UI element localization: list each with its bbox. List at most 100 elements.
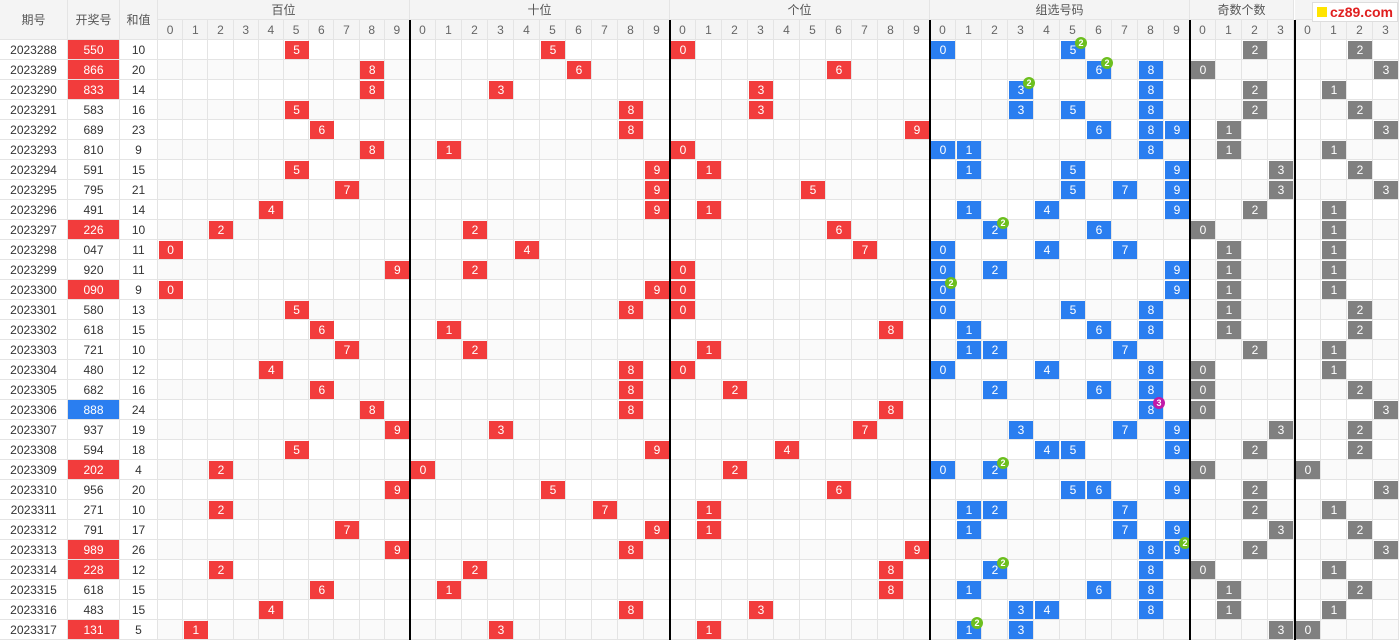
sum-cell: 15 — [120, 580, 158, 600]
grid-cell — [488, 340, 514, 360]
grid-cell — [1295, 240, 1321, 260]
grid-cell — [722, 160, 748, 180]
grid-cell — [1242, 520, 1268, 540]
grid-cell — [384, 280, 410, 300]
grid-cell — [540, 560, 566, 580]
group-mark: 2 — [983, 381, 1007, 399]
grid-cell — [566, 120, 592, 140]
grid-cell — [514, 320, 540, 340]
grid-cell — [540, 240, 566, 260]
grid-cell — [696, 180, 722, 200]
grid-cell — [774, 580, 800, 600]
grid-cell — [309, 200, 335, 220]
grid-cell — [1295, 360, 1321, 380]
grid-cell — [982, 480, 1008, 500]
grid-cell — [158, 620, 184, 640]
position-mark: 8 — [619, 601, 643, 619]
group-mark: 9 — [1165, 281, 1189, 299]
grid-cell — [1034, 580, 1060, 600]
grid-cell — [284, 280, 310, 300]
grid-cell — [1242, 140, 1268, 160]
grid-cell — [1216, 440, 1242, 460]
grid-cell — [644, 620, 670, 640]
grid-cell — [1373, 600, 1399, 620]
grid-cell — [1216, 100, 1242, 120]
grid-cell — [334, 420, 360, 440]
grid-cell — [410, 200, 436, 220]
grid-cell — [982, 40, 1008, 60]
grid-cell — [488, 440, 514, 460]
grid-cell — [1190, 120, 1216, 140]
grid-cell — [258, 300, 284, 320]
site-logo[interactable]: cz89.com — [1311, 2, 1398, 22]
grid-cell — [592, 520, 618, 540]
position-mark: 8 — [879, 401, 903, 419]
grid-cell — [410, 260, 436, 280]
grid-cell — [208, 340, 234, 360]
grid-cell — [1112, 540, 1138, 560]
grid-cell — [566, 300, 592, 320]
grid-cell — [384, 320, 410, 340]
grid-cell — [258, 400, 284, 420]
grid-cell — [1347, 540, 1373, 560]
grid-cell — [284, 400, 310, 420]
grid-cell — [436, 520, 462, 540]
grid-cell — [462, 620, 488, 640]
header-group-0: 百位 — [158, 0, 410, 20]
header-digit: 0 — [1295, 20, 1321, 40]
draw-cell: 228 — [68, 560, 120, 580]
grid-cell — [309, 260, 335, 280]
grid-cell — [183, 280, 209, 300]
grid-cell — [1295, 420, 1321, 440]
grid-cell — [1373, 200, 1399, 220]
grid-cell — [208, 480, 234, 500]
group-mark: 8 — [1139, 381, 1163, 399]
group-divider — [669, 20, 671, 640]
grid-cell — [800, 320, 826, 340]
grid-cell — [384, 360, 410, 380]
grid-cell — [183, 580, 209, 600]
grid-cell — [359, 500, 385, 520]
grid-cell — [618, 480, 644, 500]
grid-cell — [722, 420, 748, 440]
grid-cell — [183, 100, 209, 120]
grid-cell — [1112, 80, 1138, 100]
issue-cell: 2023293 — [0, 140, 68, 160]
grid-cell — [1242, 60, 1268, 80]
header-digit: 9 — [384, 20, 410, 40]
grid-cell — [1086, 420, 1112, 440]
grid-cell — [158, 320, 184, 340]
grid-cell — [748, 540, 774, 560]
grid-cell — [1008, 180, 1034, 200]
grid-cell — [1086, 360, 1112, 380]
grid-cell — [696, 580, 722, 600]
grid-cell — [384, 120, 410, 140]
grid-cell — [1138, 440, 1164, 460]
header-digit: 4 — [258, 20, 284, 40]
grid-cell — [462, 600, 488, 620]
grid-cell — [826, 460, 852, 480]
grid-cell — [670, 160, 696, 180]
grid-cell — [334, 480, 360, 500]
grid-cell — [183, 260, 209, 280]
grid-cell — [592, 240, 618, 260]
grid-cell — [258, 500, 284, 520]
grid-cell — [540, 440, 566, 460]
grid-cell — [436, 620, 462, 640]
extra-count-mark: 2 — [1348, 321, 1372, 339]
issue-cell: 2023312 — [0, 520, 68, 540]
group-mark: 5 — [1061, 301, 1085, 319]
grid-cell — [309, 220, 335, 240]
grid-cell — [1138, 460, 1164, 480]
grid-cell — [1164, 400, 1190, 420]
header-sum: 和值 — [120, 0, 158, 40]
grid-cell — [258, 220, 284, 240]
extra-count-mark: 2 — [1348, 441, 1372, 459]
grid-cell — [566, 100, 592, 120]
grid-cell — [566, 580, 592, 600]
grid-cell — [1112, 200, 1138, 220]
grid-cell — [540, 360, 566, 380]
grid-cell — [233, 120, 259, 140]
grid-cell — [696, 600, 722, 620]
grid-cell — [1034, 280, 1060, 300]
